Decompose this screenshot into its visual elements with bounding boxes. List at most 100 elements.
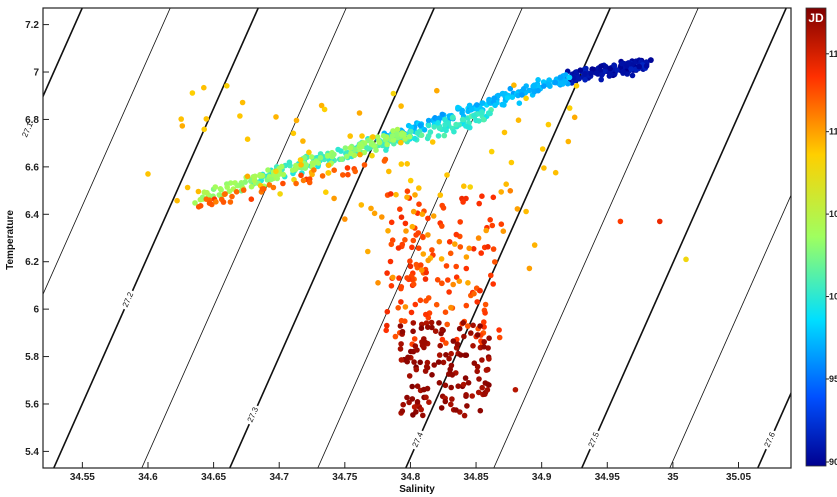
data-point (439, 111, 446, 118)
data-point (412, 192, 418, 198)
data-point (423, 269, 430, 276)
data-point (436, 380, 443, 386)
data-point (577, 67, 584, 73)
data-point (240, 187, 247, 193)
data-point (463, 265, 470, 272)
data-point (482, 301, 489, 308)
data-point (331, 195, 337, 202)
data-point (479, 193, 485, 199)
data-point (435, 359, 442, 365)
data-point (387, 191, 394, 197)
data-point (479, 384, 486, 391)
data-point (456, 278, 463, 285)
y-tick-label: 7.2 (25, 20, 39, 31)
data-point (611, 62, 618, 69)
data-point (375, 280, 381, 286)
data-point (468, 106, 475, 112)
data-point (483, 367, 490, 373)
data-point (280, 171, 287, 178)
data-point (425, 324, 431, 331)
data-point (387, 258, 394, 265)
data-point (470, 343, 476, 349)
data-point (201, 84, 207, 91)
data-point (636, 63, 642, 70)
data-point (203, 116, 210, 122)
data-point (311, 160, 318, 166)
data-point (465, 380, 472, 386)
isopycnal-line (141, 8, 347, 468)
data-point (487, 110, 493, 117)
data-point (479, 100, 486, 106)
data-point (443, 263, 450, 269)
data-point (453, 121, 459, 128)
data-point (273, 114, 279, 120)
data-point (474, 368, 481, 375)
data-point (498, 189, 505, 195)
data-point (448, 384, 455, 391)
data-point (417, 297, 424, 304)
data-point (278, 163, 285, 170)
data-point (404, 194, 410, 200)
data-point (425, 295, 432, 301)
data-point (393, 191, 399, 198)
data-point (390, 128, 396, 134)
data-point (382, 156, 389, 163)
x-tick-label: 34.95 (595, 472, 620, 483)
data-point (440, 359, 447, 366)
data-point (462, 375, 469, 381)
data-point (448, 362, 455, 369)
data-point (486, 382, 492, 388)
data-point (629, 72, 636, 79)
data-point (566, 105, 573, 111)
data-point (220, 199, 227, 205)
data-point (503, 181, 510, 187)
data-point (467, 184, 474, 190)
data-point (422, 339, 429, 346)
data-point (239, 99, 246, 106)
data-point (394, 126, 401, 133)
data-point (425, 133, 432, 139)
data-point (426, 399, 432, 406)
data-point (331, 167, 338, 173)
data-point (361, 162, 368, 168)
data-point (469, 393, 476, 399)
data-point (546, 77, 552, 83)
data-point (588, 70, 594, 77)
data-point (628, 66, 634, 72)
data-point (476, 200, 483, 207)
data-point (338, 156, 345, 162)
data-point (359, 133, 365, 139)
data-point (290, 130, 297, 137)
x-tick-label: 34.8 (401, 472, 421, 483)
data-point (471, 360, 478, 367)
data-point (286, 159, 293, 166)
data-point (438, 256, 445, 262)
data-point (179, 123, 186, 129)
data-point (476, 376, 482, 382)
data-point (370, 134, 376, 140)
data-point (431, 362, 438, 368)
data-point (448, 304, 454, 311)
data-point (300, 177, 307, 184)
data-point (398, 103, 404, 109)
data-point (189, 90, 196, 96)
data-point (388, 283, 395, 289)
data-point (297, 157, 304, 163)
data-point (309, 171, 315, 178)
data-point (474, 102, 480, 108)
y-tick-label: 6.4 (25, 210, 39, 221)
y-axis-ticks: 5.4 5.6 5.8 6 6.2 6.4 6.6 6.8 7 7.2 (25, 20, 49, 458)
data-point (491, 95, 498, 101)
data-point (308, 154, 315, 160)
data-point (432, 328, 439, 335)
data-point (531, 82, 538, 88)
data-point (512, 386, 519, 393)
y-tick-label: 7 (33, 68, 39, 79)
data-point (470, 246, 477, 252)
data-point (174, 197, 180, 204)
data-point (414, 347, 420, 353)
data-point (451, 128, 457, 135)
data-point (520, 86, 527, 92)
data-point (400, 401, 407, 408)
data-point (343, 153, 350, 160)
